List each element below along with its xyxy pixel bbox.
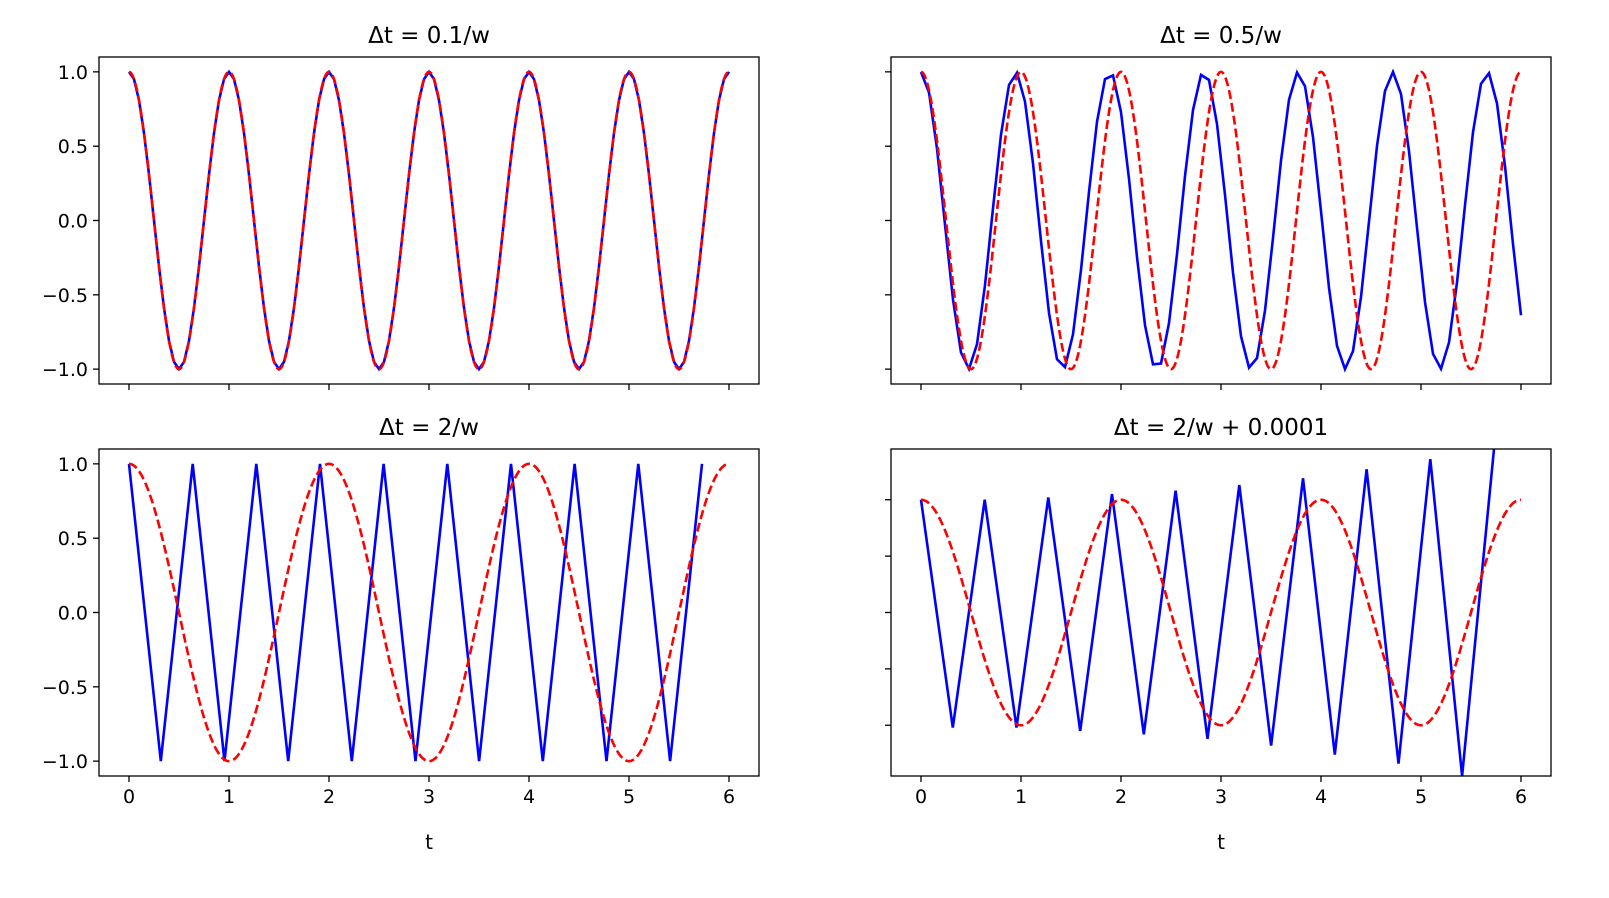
chart-title: Δt = 2/w + 0.0001 bbox=[1114, 415, 1328, 441]
y-tick-label: 0.0 bbox=[58, 211, 88, 233]
y-tick-label: 1.0 bbox=[58, 62, 88, 84]
x-tick-label: 5 bbox=[1415, 786, 1427, 808]
y-tick-label: 0.0 bbox=[58, 603, 88, 625]
chart-panel-4: 0 1 2 3 4 5 6 Δt = 2/w + 0.0001 t bbox=[885, 415, 1552, 854]
chart-title: Δt = 0.1/w bbox=[368, 23, 490, 49]
y-tick-label: −0.5 bbox=[42, 677, 88, 699]
x-tick-label: 0 bbox=[915, 786, 927, 808]
x-tick-label: 4 bbox=[1315, 786, 1327, 808]
series-line-numerical bbox=[919, 68, 1523, 373]
y-tick-label: −1.0 bbox=[42, 751, 88, 773]
series-line-analytic bbox=[920, 70, 1522, 371]
y-tick-label: 1.0 bbox=[58, 454, 88, 476]
x-tick-label: 6 bbox=[723, 786, 735, 808]
series-line-analytic bbox=[920, 498, 1522, 727]
x-tick-label: 4 bbox=[523, 786, 535, 808]
x-axis-label: t bbox=[425, 830, 433, 854]
axes-frame bbox=[890, 56, 1552, 385]
x-tick-label: 1 bbox=[223, 786, 235, 808]
x-tick-label: 3 bbox=[1215, 786, 1227, 808]
y-tick-label: −0.5 bbox=[42, 285, 88, 307]
chart-panel-3: 0 1 2 3 4 5 6 1.0 0.5 0.0 −0.5 −1.0 Δt = 2/w t bbox=[42, 415, 760, 854]
x-tick-label: 5 bbox=[623, 786, 635, 808]
axes-frame bbox=[890, 448, 1552, 777]
series-line-analytic bbox=[128, 70, 730, 371]
x-tick-label: 0 bbox=[123, 786, 135, 808]
axes-frame bbox=[98, 56, 760, 385]
chart-panel-1: 1.0 0.5 0.0 −0.5 −1.0 Δt = 0.1/w bbox=[42, 23, 760, 390]
x-tick-label: 2 bbox=[1115, 786, 1127, 808]
x-tick-label: 1 bbox=[1015, 786, 1027, 808]
chart-title: Δt = 2/w bbox=[379, 415, 479, 441]
series-line-numerical bbox=[127, 463, 704, 762]
y-tick-label: 0.5 bbox=[58, 528, 88, 550]
series-line-analytic bbox=[128, 462, 730, 763]
axes-frame bbox=[98, 448, 760, 777]
chart-panel-2: Δt = 0.5/w bbox=[885, 23, 1552, 390]
x-tick-label: 6 bbox=[1515, 786, 1527, 808]
chart-title: Δt = 0.5/w bbox=[1160, 23, 1282, 49]
x-tick-label: 2 bbox=[323, 786, 335, 808]
y-tick-label: 0.5 bbox=[58, 136, 88, 158]
y-tick-label: −1.0 bbox=[42, 359, 88, 381]
series-line-numerical bbox=[127, 69, 731, 372]
series-line-numerical bbox=[919, 449, 1496, 776]
x-tick-label: 3 bbox=[423, 786, 435, 808]
x-axis-label: t bbox=[1217, 830, 1225, 854]
